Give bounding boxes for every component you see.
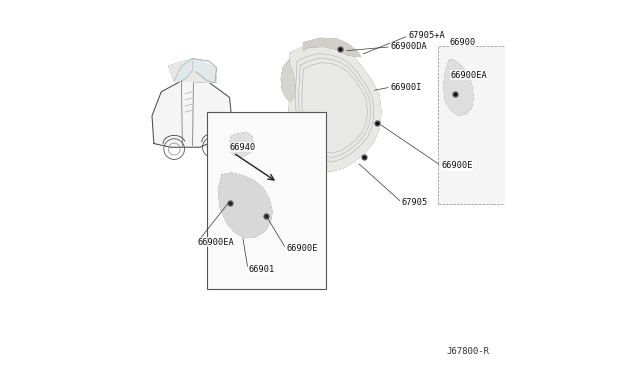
Polygon shape (168, 59, 216, 83)
Polygon shape (218, 173, 272, 238)
Bar (207, 112, 326, 289)
Text: 66900DA: 66900DA (391, 42, 428, 51)
Text: 66900: 66900 (449, 38, 476, 46)
Polygon shape (281, 61, 295, 101)
Text: 67905: 67905 (402, 198, 428, 207)
Text: 66900E: 66900E (286, 244, 317, 253)
Text: 66900EA: 66900EA (451, 71, 487, 80)
Text: 66940: 66940 (230, 143, 256, 152)
Text: 67905+A: 67905+A (408, 31, 445, 40)
Polygon shape (152, 81, 232, 147)
Text: 66900E: 66900E (441, 161, 472, 170)
Polygon shape (303, 38, 360, 57)
Text: 66900I: 66900I (391, 83, 422, 92)
Polygon shape (289, 44, 381, 171)
Polygon shape (193, 59, 216, 83)
Text: 66901: 66901 (248, 264, 275, 273)
Text: J67800-R: J67800-R (447, 347, 490, 356)
Polygon shape (174, 59, 193, 81)
Polygon shape (444, 60, 473, 115)
Text: 66900EA: 66900EA (197, 238, 234, 247)
Bar (438, 46, 506, 205)
Polygon shape (230, 132, 253, 157)
